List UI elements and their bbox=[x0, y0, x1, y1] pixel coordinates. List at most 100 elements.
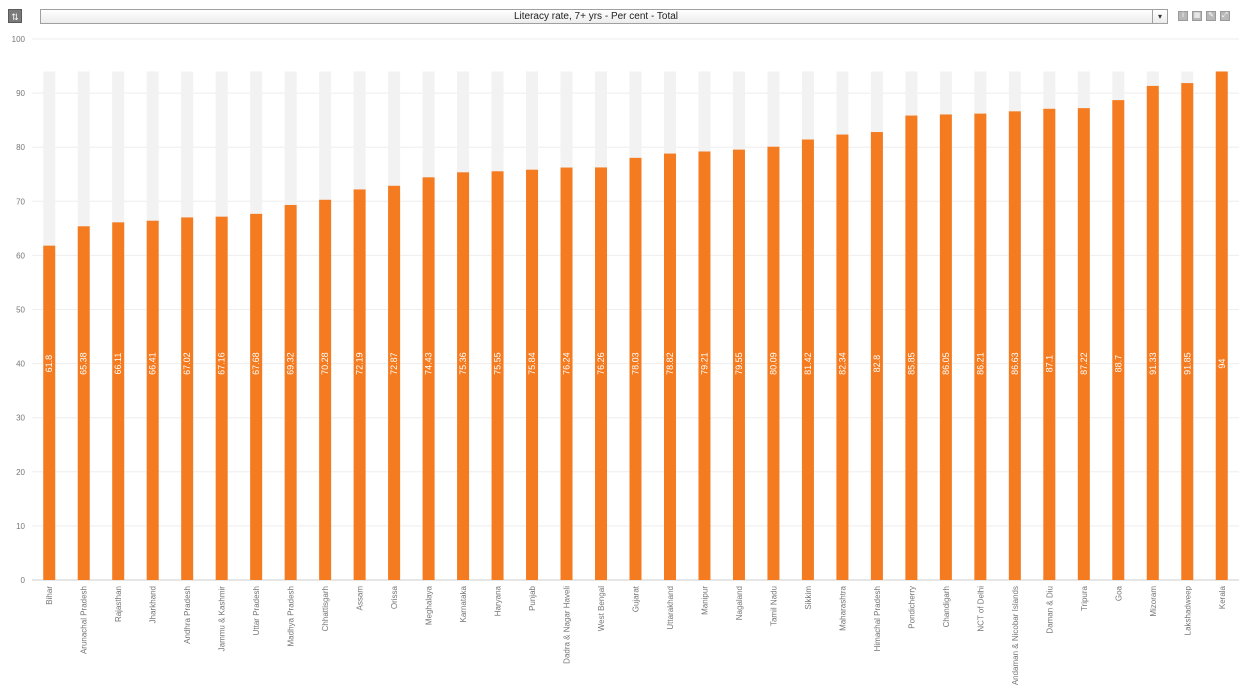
x-tick-label: Goa bbox=[1114, 585, 1123, 601]
bar[interactable] bbox=[1043, 108, 1056, 580]
x-tick-label: Punjab bbox=[528, 585, 537, 610]
bar[interactable] bbox=[181, 217, 194, 580]
bar[interactable] bbox=[732, 149, 745, 580]
data-label: 91.33 bbox=[1148, 352, 1158, 375]
data-label: 86.21 bbox=[975, 352, 985, 375]
x-tick-label: Mizoram bbox=[1149, 586, 1158, 617]
x-tick-label: Meghalaya bbox=[425, 585, 434, 625]
bar[interactable] bbox=[146, 220, 159, 580]
data-label: 78.03 bbox=[631, 352, 641, 375]
bar[interactable] bbox=[1077, 108, 1090, 580]
x-tick-label: Chhattisgarh bbox=[321, 586, 330, 631]
bar[interactable] bbox=[250, 213, 263, 580]
edit-icon[interactable]: ✎ bbox=[1206, 11, 1216, 21]
bar[interactable] bbox=[319, 199, 332, 580]
bar[interactable] bbox=[422, 177, 435, 581]
x-tick-label: Rajasthan bbox=[114, 586, 123, 622]
bar[interactable] bbox=[388, 185, 401, 580]
y-tick-label: 80 bbox=[16, 143, 25, 152]
data-label: 76.24 bbox=[562, 352, 572, 375]
bar[interactable] bbox=[974, 113, 987, 581]
bar[interactable] bbox=[1146, 85, 1159, 581]
x-tick-label: Madhya Pradesh bbox=[287, 586, 296, 646]
bar[interactable] bbox=[77, 226, 90, 581]
data-label: 69.32 bbox=[286, 352, 296, 375]
bar[interactable] bbox=[491, 171, 504, 580]
y-tick-label: 60 bbox=[16, 251, 25, 260]
bar-chart: 0 10 20 30 40 50 60 70 80 90 100 61.8 Bihar 65.38 Arun… bbox=[12, 35, 1239, 685]
data-label: 61.8 bbox=[44, 355, 54, 373]
data-label: 88.7 bbox=[1113, 355, 1123, 373]
data-label: 75.84 bbox=[527, 352, 537, 375]
x-tick-label: Andhra Pradesh bbox=[183, 586, 192, 644]
bar[interactable] bbox=[801, 139, 814, 580]
data-label: 75.55 bbox=[493, 352, 503, 375]
x-tick-label: Sikkim bbox=[804, 586, 813, 610]
bar[interactable] bbox=[767, 146, 780, 580]
x-tick-label: Manipur bbox=[700, 586, 709, 615]
bar[interactable] bbox=[43, 245, 56, 581]
info-icon[interactable]: i bbox=[1178, 11, 1188, 21]
data-label: 65.38 bbox=[79, 352, 89, 375]
data-label: 66.11 bbox=[113, 353, 123, 375]
data-label: 82.34 bbox=[837, 352, 847, 375]
bar[interactable] bbox=[215, 216, 228, 580]
data-label: 79.21 bbox=[699, 352, 709, 375]
x-tick-label: Arunachal Pradesh bbox=[80, 586, 89, 654]
bar[interactable] bbox=[457, 172, 470, 580]
table-icon[interactable]: ▦ bbox=[1192, 11, 1202, 21]
bar[interactable] bbox=[698, 151, 711, 580]
y-tick-label: 40 bbox=[16, 360, 25, 369]
data-label: 82.8 bbox=[872, 355, 882, 373]
bar[interactable] bbox=[1008, 111, 1021, 581]
chevron-down-icon[interactable]: ▾ bbox=[1152, 10, 1167, 23]
x-tick-label: NCT of Delhi bbox=[976, 586, 985, 632]
bar[interactable] bbox=[1112, 100, 1125, 581]
x-tick-label: Himachal Pradesh bbox=[873, 586, 882, 651]
x-tick-label: Maharashtra bbox=[838, 585, 847, 630]
bar[interactable] bbox=[905, 115, 918, 580]
data-label: 70.28 bbox=[320, 352, 330, 375]
bar[interactable] bbox=[1181, 83, 1194, 581]
bar[interactable] bbox=[1215, 71, 1228, 581]
y-tick-label: 30 bbox=[16, 414, 25, 423]
x-tick-label: Orissa bbox=[390, 585, 399, 609]
data-label: 67.02 bbox=[182, 352, 192, 375]
bar[interactable] bbox=[112, 222, 125, 580]
data-label: 67.68 bbox=[251, 352, 261, 375]
y-tick-label: 0 bbox=[21, 576, 26, 585]
bar[interactable] bbox=[939, 114, 952, 581]
x-tick-label: Pondicherry bbox=[907, 586, 916, 629]
bar[interactable] bbox=[629, 157, 642, 580]
data-label: 72.87 bbox=[389, 352, 399, 375]
bar-layer bbox=[43, 71, 1228, 581]
data-label: 66.41 bbox=[148, 352, 158, 375]
bar[interactable] bbox=[284, 204, 297, 580]
bar[interactable] bbox=[870, 132, 883, 580]
bar[interactable] bbox=[560, 167, 573, 580]
x-tick-label: Bihar bbox=[45, 586, 54, 605]
data-label: 85.85 bbox=[906, 352, 916, 375]
bar[interactable] bbox=[836, 134, 849, 581]
x-tick-label: Haryana bbox=[494, 585, 503, 616]
bar[interactable] bbox=[353, 189, 366, 581]
data-label: 78.82 bbox=[665, 352, 675, 375]
fullscreen-icon[interactable]: ⤢ bbox=[1220, 11, 1230, 21]
bar[interactable] bbox=[526, 169, 539, 580]
data-label: 86.05 bbox=[941, 352, 951, 375]
data-label: 91.85 bbox=[1182, 352, 1192, 375]
bar[interactable] bbox=[595, 167, 608, 580]
bar[interactable] bbox=[663, 153, 676, 580]
indicator-selector[interactable]: Literacy rate, 7+ yrs - Per cent - Total… bbox=[40, 9, 1168, 24]
label-layer: 0 10 20 30 40 50 60 70 80 90 100 61.8 Bihar 65.38 Arun… bbox=[12, 35, 1227, 685]
data-label: 86.63 bbox=[1010, 352, 1020, 375]
x-tick-label: Gujarat bbox=[632, 585, 641, 612]
x-tick-label: Uttarakhand bbox=[666, 586, 675, 630]
sort-icon[interactable]: ⇅ bbox=[8, 9, 22, 23]
x-tick-label: Lakshadweep bbox=[1183, 585, 1192, 635]
x-tick-label: Andaman & Nicobar Islands bbox=[1011, 586, 1020, 685]
data-label: 94 bbox=[1217, 359, 1227, 369]
x-tick-label: Dadra & Nagar Haveli bbox=[563, 586, 572, 664]
x-tick-label: Kerala bbox=[1218, 585, 1227, 609]
data-label: 74.43 bbox=[424, 352, 434, 375]
